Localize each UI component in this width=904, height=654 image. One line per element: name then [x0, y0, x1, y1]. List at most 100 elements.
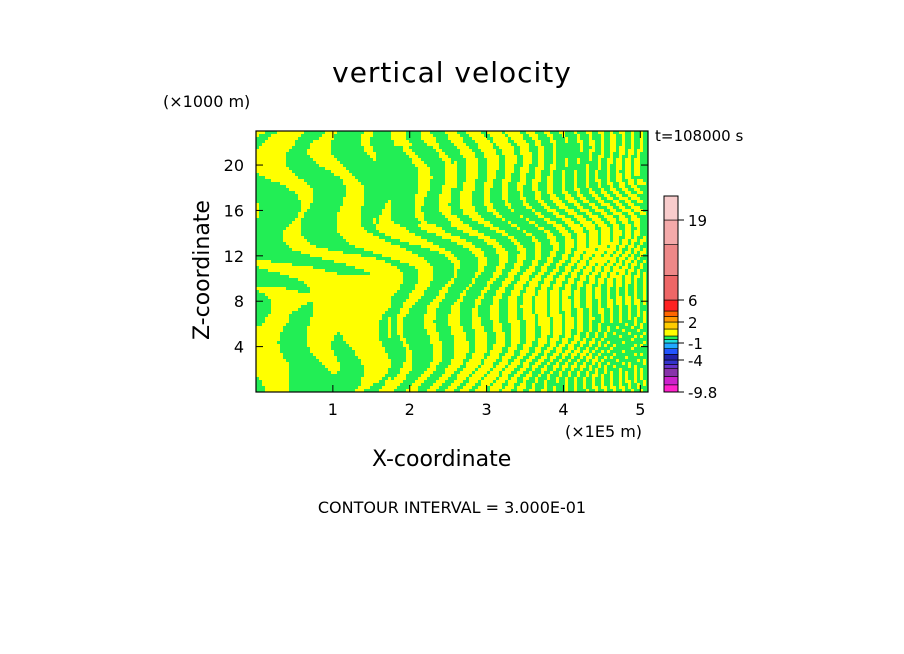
field-cell: [256, 212, 259, 215]
field-cell: [445, 254, 454, 257]
field-cell: [493, 272, 502, 275]
field-cell: [337, 230, 367, 233]
field-cell: [415, 200, 424, 203]
field-cell: [496, 290, 505, 293]
field-cell: [517, 389, 523, 392]
field-cell: [583, 380, 586, 383]
field-cell: [460, 203, 472, 206]
field-cell: [640, 134, 643, 137]
field-cell: [580, 275, 586, 278]
field-cell: [493, 323, 502, 326]
field-cell: [628, 383, 631, 386]
field-cell: [634, 161, 640, 164]
field-cell: [601, 203, 610, 206]
field-cell: [520, 275, 529, 278]
field-cell: [313, 314, 382, 317]
field-cell: [454, 380, 463, 383]
field-cell: [523, 299, 532, 302]
field-cell: [415, 380, 424, 383]
field-cell: [505, 167, 514, 170]
field-cell: [271, 305, 301, 308]
field-cell: [289, 275, 403, 278]
field-cell: [472, 278, 475, 281]
field-cell: [484, 182, 493, 185]
field-cell: [619, 272, 625, 275]
field-cell: [508, 134, 523, 137]
field-cell: [598, 278, 604, 281]
field-cell: [502, 233, 508, 236]
field-cell: [568, 344, 574, 347]
field-cell: [469, 284, 472, 287]
field-cell: [574, 182, 577, 185]
field-cell: [553, 326, 562, 329]
field-cell: [637, 308, 640, 311]
field-cell: [487, 158, 499, 161]
field-cell: [550, 311, 559, 314]
field-cell: [643, 362, 646, 365]
field-cell: [601, 386, 607, 389]
field-cell: [637, 305, 640, 308]
field-cell: [463, 155, 475, 158]
field-cell: [418, 173, 430, 176]
field-cell: [538, 344, 544, 347]
field-cell: [394, 140, 409, 143]
field-cell: [487, 374, 499, 377]
field-cell: [604, 266, 610, 269]
field-cell: [610, 209, 616, 212]
field-cell: [496, 332, 505, 335]
field-cell: [598, 326, 601, 329]
field-cell: [295, 191, 313, 194]
field-cell: [589, 314, 592, 317]
x-units-label: (×1E5 m): [565, 422, 643, 441]
field-cell: [439, 197, 451, 200]
field-cell: [400, 335, 403, 338]
field-cell: [313, 158, 337, 161]
field-cell: [574, 170, 577, 173]
field-cell: [538, 227, 544, 230]
field-cell: [526, 335, 535, 338]
field-cell: [556, 377, 559, 380]
field-cell: [580, 197, 586, 200]
field-cell: [343, 182, 361, 185]
field-cell: [601, 272, 607, 275]
field-cell: [523, 272, 532, 275]
field-cell: [505, 368, 514, 371]
field-cell: [445, 284, 451, 287]
field-cell: [298, 215, 304, 218]
field-cell: [484, 287, 490, 290]
field-cell: [598, 200, 604, 203]
field-cell: [484, 203, 493, 206]
field-cell: [625, 164, 631, 167]
field-cell: [265, 320, 289, 323]
field-cell: [526, 326, 535, 329]
field-cell: [607, 182, 613, 185]
colorbar-label: -4: [688, 352, 703, 370]
field-cell: [313, 353, 334, 356]
field-cell: [445, 179, 457, 182]
x-tick-label: 3: [481, 400, 491, 419]
field-cell: [580, 278, 586, 281]
field-cell: [577, 287, 580, 290]
field-cell: [634, 323, 637, 326]
field-cell: [625, 356, 628, 359]
field-cell: [415, 215, 424, 218]
field-cell: [616, 170, 619, 173]
field-cell: [523, 308, 532, 311]
field-cell: [310, 146, 331, 149]
field-cell: [499, 362, 508, 365]
field-cell: [583, 257, 589, 260]
field-cell: [544, 131, 550, 134]
field-cell: [505, 176, 511, 179]
field-cell: [637, 182, 646, 185]
field-cell: [565, 287, 571, 290]
field-cell: [574, 176, 577, 179]
field-cell: [508, 314, 517, 317]
field-cell: [589, 365, 592, 368]
field-cell: [397, 314, 406, 317]
field-cell: [472, 317, 481, 320]
field-cell: [406, 353, 412, 356]
field-cell: [541, 269, 547, 272]
field-cell: [523, 161, 532, 164]
field-cell: [601, 275, 607, 278]
field-cell: [523, 377, 529, 380]
